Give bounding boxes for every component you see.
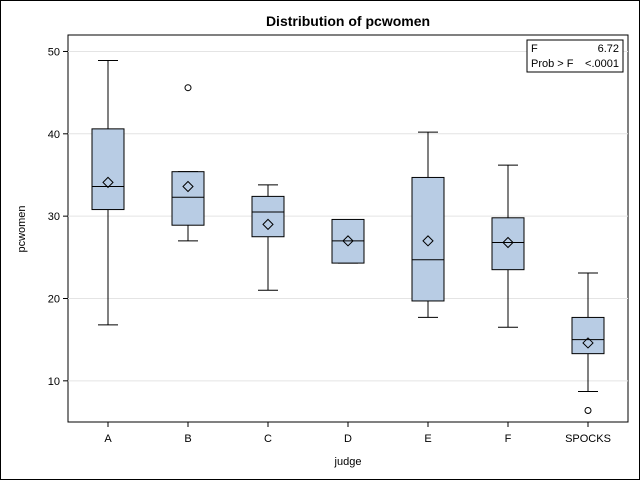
stat-f-value: 6.72 <box>598 43 619 55</box>
box-a <box>91 60 125 326</box>
x-tick-label: F <box>505 433 512 445</box>
box-c <box>251 184 285 291</box>
box-b <box>171 84 205 242</box>
box-iqr <box>171 171 205 226</box>
mean-marker <box>182 180 194 193</box>
x-tick-label: SPOCKS <box>565 433 611 445</box>
mean-marker <box>582 337 594 349</box>
y-axis-label: pcwomen <box>16 205 28 252</box>
stat-prob-label: Prob > F <box>531 58 574 70</box>
y-tick-label: 30 <box>48 211 60 223</box>
x-tick-label: E <box>424 433 431 445</box>
y-tick-label: 40 <box>48 129 60 141</box>
box-iqr <box>411 176 445 302</box>
stats-inset: F 6.72 Prob > F <.0001 <box>526 39 624 73</box>
gridlines <box>68 50 628 382</box>
x-tick-label: D <box>344 433 352 445</box>
x-axis: A B C D E F SPOCKS <box>104 422 611 445</box>
mean-marker <box>502 236 514 249</box>
outlier-point <box>584 406 592 414</box>
y-axis: 10 20 30 40 50 <box>48 46 68 388</box>
x-axis-label: judge <box>334 456 362 468</box>
x-tick-label: C <box>264 433 272 445</box>
x-tick-label: A <box>104 433 112 445</box>
mean-marker <box>262 218 274 231</box>
box-spocks <box>571 272 605 414</box>
stat-f-label: F <box>531 43 538 55</box>
box-iqr <box>91 128 125 211</box>
box-e <box>411 131 445 318</box>
y-tick-label: 50 <box>48 46 60 58</box>
mean-marker <box>422 235 434 247</box>
x-tick-label: B <box>184 433 191 445</box>
box-f <box>491 164 525 328</box>
box-iqr <box>491 217 525 271</box>
y-tick-label: 20 <box>48 293 60 305</box>
stat-prob-value: <.0001 <box>585 58 619 70</box>
box-iqr <box>251 195 285 238</box>
chart-title: Distribution of pcwomen <box>266 13 430 29</box>
mean-marker <box>342 235 354 247</box>
outlier-point <box>184 84 192 92</box>
boxes <box>91 60 605 414</box>
mean-marker <box>102 176 114 189</box>
y-tick-label: 10 <box>48 376 60 388</box>
box-d <box>331 218 365 264</box>
stats-inset-box <box>526 39 624 73</box>
